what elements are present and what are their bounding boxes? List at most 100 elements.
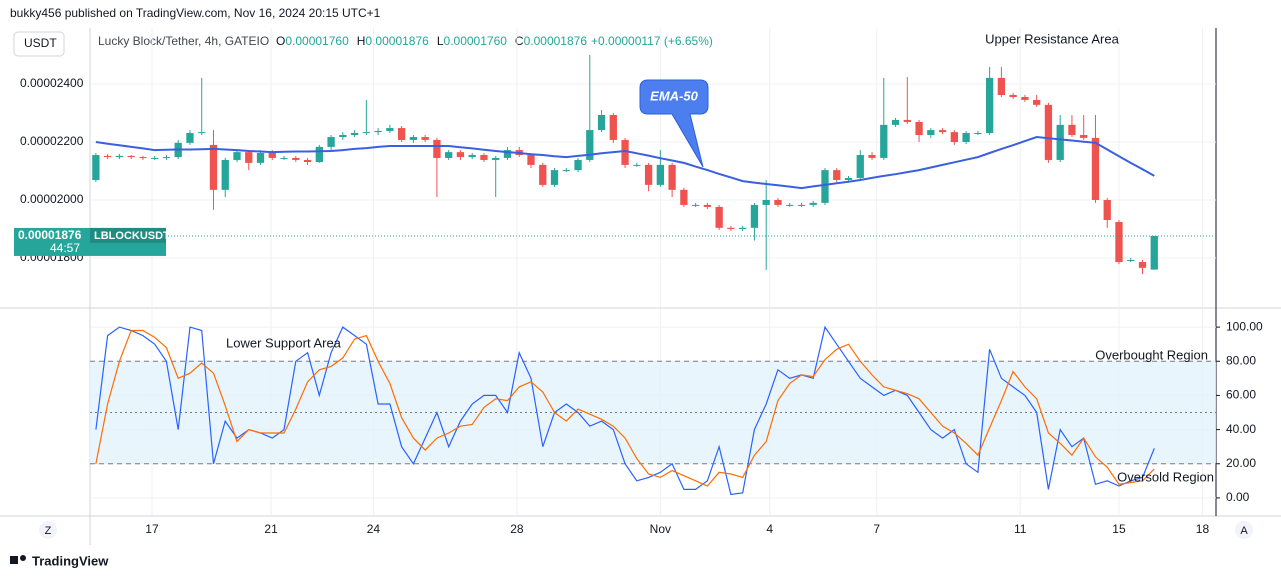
candle-body <box>750 204 759 228</box>
candle-body <box>374 130 382 133</box>
ohlc-value: 0.00001760 <box>285 34 349 48</box>
candle-body <box>433 139 441 158</box>
candle-body <box>1044 104 1053 160</box>
candle-body <box>503 150 512 158</box>
footer-logo: TradingView <box>32 553 109 568</box>
candle-body <box>209 144 218 190</box>
candle-body <box>739 227 747 229</box>
candle-body <box>1056 124 1064 160</box>
candle-body <box>1068 124 1076 136</box>
candle-body <box>386 128 394 131</box>
candle-body <box>303 159 312 162</box>
candle-body <box>891 119 900 125</box>
candle-body <box>256 152 265 163</box>
symbol: LBLOCKUSDT <box>94 230 170 242</box>
candle-body <box>633 164 641 166</box>
candle-body <box>186 132 194 143</box>
callout <box>639 79 709 168</box>
candle-body <box>315 146 323 162</box>
candle-body <box>397 128 406 140</box>
candle-body <box>691 204 700 206</box>
button-label[interactable]: A <box>1240 525 1248 537</box>
candle-body <box>280 157 288 159</box>
candle-body <box>1115 222 1123 263</box>
y2-tick-label: 80.00 <box>1226 353 1256 367</box>
candle-body <box>703 204 712 207</box>
candle-body <box>727 227 735 229</box>
candle-body <box>644 164 653 185</box>
candle-body <box>621 139 629 165</box>
button-label[interactable]: Z <box>45 525 52 537</box>
candle-body <box>492 157 500 160</box>
candle-body <box>856 155 864 178</box>
symbol-box <box>90 227 166 243</box>
candle-body <box>938 130 947 133</box>
annotation: Oversold Region <box>1117 469 1214 484</box>
candle-body <box>880 124 888 158</box>
candle-body <box>668 164 676 190</box>
ohlc-key: O <box>276 34 285 48</box>
candle-body <box>445 152 453 158</box>
ohlc-key: C <box>515 34 524 48</box>
x-tick-label: 21 <box>264 522 278 536</box>
candle-body <box>362 132 371 134</box>
ohlc-value: 0.00001876 <box>524 34 588 48</box>
candle-body <box>409 137 418 140</box>
candle-body <box>797 204 806 206</box>
candle-body <box>844 177 853 180</box>
y2-tick-label: 0.00 <box>1226 490 1250 504</box>
candle-body <box>198 132 206 134</box>
x-tick-label: 18 <box>1196 522 1210 536</box>
currency-box[interactable] <box>13 31 65 57</box>
candle-body <box>103 155 112 158</box>
candle-body <box>350 132 359 136</box>
candle-body <box>985 77 994 133</box>
x-tick-label: 11 <box>1014 522 1027 536</box>
change: +0.00000117 (+6.65%) <box>591 34 713 48</box>
candle-body <box>997 77 1006 95</box>
line-series <box>95 325 1155 496</box>
candle-body <box>1033 99 1041 105</box>
candle-body <box>245 152 253 163</box>
candle-body <box>468 155 476 158</box>
candle-body <box>1138 262 1147 268</box>
y2-tick-label: 40.00 <box>1226 422 1256 436</box>
candle-body <box>221 159 229 190</box>
candle-body <box>527 155 535 165</box>
button[interactable] <box>39 521 57 539</box>
candle-body <box>1021 97 1029 100</box>
y2-tick-label: 20.00 <box>1226 456 1256 470</box>
candle-body <box>456 152 465 158</box>
candle-body <box>268 152 276 158</box>
candle-body <box>539 164 547 185</box>
candle-body <box>562 170 570 172</box>
x-tick-label: 28 <box>510 522 524 536</box>
x-tick-label: 17 <box>145 522 159 536</box>
candle-body <box>586 130 594 160</box>
candle-body <box>92 155 100 180</box>
candle-body <box>292 157 300 160</box>
button[interactable] <box>1235 521 1253 539</box>
candle-body <box>1080 135 1088 138</box>
candle-body <box>327 137 335 147</box>
ohlc-value: 0.00001876 <box>365 34 429 48</box>
candle-body <box>1009 94 1017 98</box>
candle-body <box>656 164 664 185</box>
candle-body <box>597 115 606 131</box>
ohlc-legend: O0.00001760 H0.00001876 L0.00001760 C0.0000… <box>276 34 713 48</box>
candle-body <box>786 204 794 206</box>
y2-tick-label: 100.00 <box>1226 319 1263 333</box>
candle-body <box>762 199 770 205</box>
candle-body <box>868 155 876 158</box>
legend-title: Lucky Block/Tether, 4h, GATEIO <box>98 34 269 48</box>
candle-body <box>139 157 147 159</box>
candle-body <box>821 170 829 203</box>
candle-body <box>962 132 970 142</box>
header: bukky456 published on TradingView.com, N… <box>10 6 381 20</box>
candle-body <box>809 202 817 205</box>
currency[interactable]: USDT <box>24 36 57 50</box>
y2-tick-label: 60.00 <box>1226 388 1256 402</box>
annotation: Lower Support Area <box>226 335 342 350</box>
band-fill <box>90 361 1216 464</box>
